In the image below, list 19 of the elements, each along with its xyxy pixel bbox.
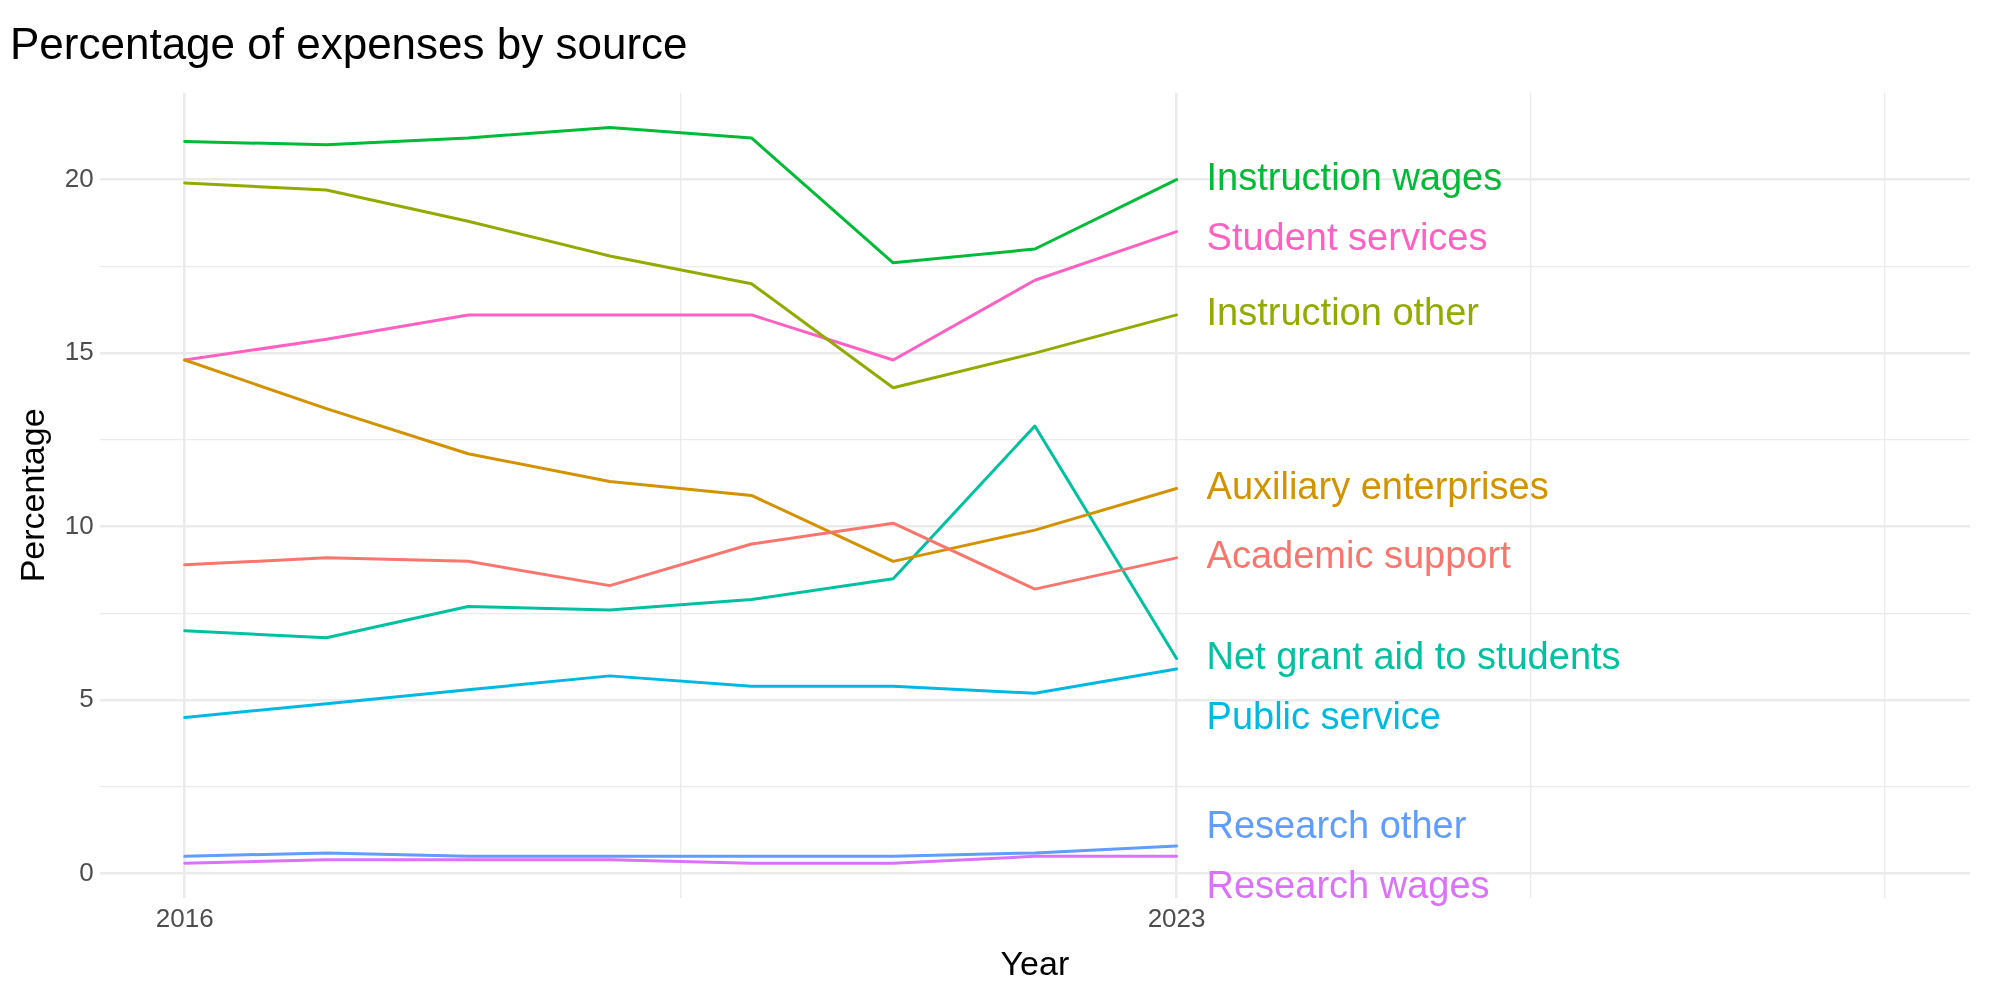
- series-label: Academic support: [1206, 534, 1512, 577]
- y-axis-title: Percentage: [12, 408, 51, 583]
- y-tick-label: 5: [79, 683, 94, 714]
- series-label: Instruction wages: [1206, 156, 1503, 199]
- chart-title: Percentage of expenses by source: [10, 18, 688, 68]
- series-label: Public service: [1206, 695, 1441, 738]
- series-label: Auxiliary enterprises: [1206, 464, 1549, 507]
- x-tick-label: 2016: [155, 902, 214, 933]
- series-label: Instruction other: [1206, 291, 1480, 334]
- y-tick-label: 10: [64, 509, 94, 540]
- series-label: Research wages: [1206, 864, 1490, 907]
- y-tick-label: 20: [64, 162, 94, 193]
- y-tick-label: 15: [64, 336, 94, 367]
- x-axis-title: Year: [1000, 943, 1070, 982]
- series-label: Research other: [1206, 804, 1467, 847]
- y-tick-label: 0: [79, 856, 94, 887]
- series-label: Student services: [1206, 216, 1488, 259]
- x-tick-label: 2023: [1147, 902, 1206, 933]
- series-label: Net grant aid to students: [1206, 635, 1621, 678]
